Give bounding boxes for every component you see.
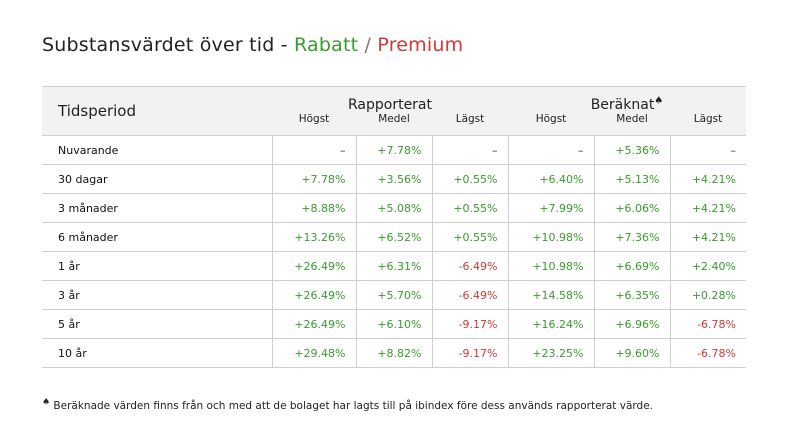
table-cell: -6.78% (669, 338, 746, 368)
spade-icon: ♠ (654, 95, 664, 107)
title-premium-label: Premium (377, 34, 464, 56)
table-cell: +6.40% (507, 164, 594, 194)
subheader-reported-high: Högst (272, 113, 356, 136)
table-cell: +2.40% (669, 251, 746, 281)
table-cell: – (669, 135, 746, 165)
table-cell: +29.48% (271, 338, 356, 368)
table-cell: +0.55% (431, 164, 508, 194)
footnote: ♠ Beräknade värden finns från och med at… (42, 397, 653, 412)
table-cell: +26.49% (271, 309, 356, 339)
table-cell: +7.99% (507, 193, 594, 223)
subheader-reported-low: Lägst (432, 113, 508, 136)
header-group-reported-label: Rapporterat (347, 97, 433, 113)
table-cell: +10.98% (507, 251, 594, 281)
table-cell: +7.36% (593, 222, 670, 252)
table-cell: +6.31% (355, 251, 432, 281)
table-cell: +5.13% (593, 164, 670, 194)
table-cell: +0.55% (431, 222, 508, 252)
table-cell: -6.49% (431, 251, 508, 281)
title-discount-label: Rabatt (294, 34, 359, 56)
table-cell: +6.52% (355, 222, 432, 252)
table-cell: – (507, 135, 594, 165)
table-cell: +4.21% (669, 222, 746, 252)
table-row: 30 dagar +7.78% +3.56% +0.55% +6.40% +5.13% +4… (42, 164, 746, 194)
table-cell: +6.35% (593, 280, 670, 310)
table-cell: +6.06% (593, 193, 670, 223)
table-cell: +4.21% (669, 164, 746, 194)
table-cell: -9.17% (431, 338, 508, 368)
row-period-label: 3 år (42, 280, 272, 310)
table-cell: +26.49% (271, 251, 356, 281)
table-cell: -9.17% (431, 309, 508, 339)
table-cell: +9.60% (593, 338, 670, 368)
table-cell: +8.88% (271, 193, 356, 223)
subheader-calculated-mean: Medel (594, 113, 670, 136)
table-cell: +8.82% (355, 338, 432, 368)
subheader-calculated-high: Högst (508, 113, 594, 136)
title-separator: / (358, 34, 378, 56)
table-cell: +26.49% (271, 280, 356, 310)
table-cell: +3.56% (355, 164, 432, 194)
row-period-label: Nuvarande (42, 135, 272, 165)
table-cell: -6.49% (431, 280, 508, 310)
row-period-label: 5 år (42, 309, 272, 339)
row-period-label: 1 år (42, 251, 272, 281)
row-period-label: 6 månader (42, 222, 272, 252)
table-cell: +6.96% (593, 309, 670, 339)
header-group-calculated: Beräknat♠ (508, 86, 746, 113)
nav-history-table: Tidsperiod Rapporterat Beräknat♠ Högst M… (42, 86, 746, 368)
subheader-calculated-low: Lägst (670, 113, 746, 136)
table-cell: +6.69% (593, 251, 670, 281)
row-period-label: 3 månader (42, 193, 272, 223)
table-row: Nuvarande – +7.78% – – +5.36% – (42, 135, 746, 165)
page-title: Substansvärdet över tid - Rabatt / Premi… (42, 34, 463, 56)
table-cell: +0.55% (431, 193, 508, 223)
table-row: 10 år +29.48% +8.82% -9.17% +23.25% +9.60% -6.… (42, 338, 746, 368)
table-cell: +5.36% (593, 135, 670, 165)
table-cell: – (271, 135, 356, 165)
table-cell: +14.58% (507, 280, 594, 310)
table-row: 1 år +26.49% +6.31% -6.49% +10.98% +6.69% +2.4… (42, 251, 746, 281)
table-cell: +16.24% (507, 309, 594, 339)
header-group-calculated-label: Beräknat (590, 97, 655, 113)
row-period-label: 30 dagar (42, 164, 272, 194)
table-cell: +7.78% (271, 164, 356, 194)
subheader-reported-mean: Medel (356, 113, 432, 136)
table-cell: +4.21% (669, 193, 746, 223)
footnote-text: Beräknade värden finns från och med att … (50, 400, 653, 412)
table-cell: +0.28% (669, 280, 746, 310)
table-cell: +5.08% (355, 193, 432, 223)
table-cell: +7.78% (355, 135, 432, 165)
table-cell: – (431, 135, 508, 165)
table-cell: +6.10% (355, 309, 432, 339)
table-row: 3 år +26.49% +5.70% -6.49% +14.58% +6.35% +0.2… (42, 280, 746, 310)
table-cell: +23.25% (507, 338, 594, 368)
title-prefix: Substansvärdet över tid - (42, 34, 295, 56)
table-cell: +10.98% (507, 222, 594, 252)
row-period-label: 10 år (42, 338, 272, 368)
table-cell: -6.78% (669, 309, 746, 339)
spade-icon: ♠ (42, 397, 51, 408)
table-cell: +13.26% (271, 222, 356, 252)
table-row: 3 månader +8.88% +5.08% +0.55% +7.99% +6.06% +… (42, 193, 746, 223)
table-cell: +5.70% (355, 280, 432, 310)
table-body: Nuvarande – +7.78% – – +5.36% –30 dagar +7.78% +… (42, 135, 746, 368)
table-row: 5 år +26.49% +6.10% -9.17% +16.24% +6.96% -6.7… (42, 309, 746, 339)
header-group-reported: Rapporterat (272, 86, 508, 113)
header-period: Tidsperiod (42, 86, 272, 136)
table-row: 6 månader +13.26% +6.52% +0.55% +10.98% +7.36… (42, 222, 746, 252)
